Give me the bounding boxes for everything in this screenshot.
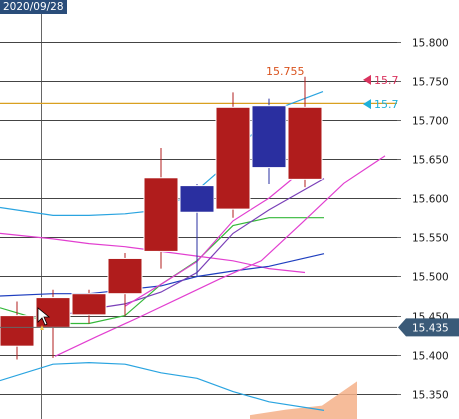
mouse-cursor-icon	[37, 307, 51, 326]
candle[interactable]	[287, 76, 323, 188]
candle[interactable]	[179, 184, 215, 277]
candle-body	[71, 293, 107, 316]
high-price-label: 15.755	[266, 65, 305, 78]
y-tick-label: 15.400	[412, 351, 449, 363]
y-tick-label: 15.600	[412, 194, 449, 206]
candle-body	[107, 257, 143, 295]
date-label: 2020/09/28	[0, 0, 67, 14]
candle[interactable]	[143, 148, 179, 269]
candle-body	[179, 185, 215, 213]
candle-body	[0, 315, 35, 347]
indicator-lines	[0, 91, 397, 411]
orange-area	[250, 381, 357, 419]
y-tick-label: 15.750	[412, 77, 449, 89]
current-price-tag	[398, 318, 459, 337]
candle[interactable]	[71, 289, 107, 324]
cyan-price-marker-arrow	[363, 99, 371, 110]
candle[interactable]	[0, 301, 35, 360]
orange-volume-area	[250, 381, 357, 419]
candle-body	[143, 177, 179, 252]
lower-band-line	[0, 361, 325, 411]
y-tick-label: 15.650	[412, 155, 449, 167]
pink-price-marker-arrow	[363, 74, 371, 85]
price-markers: 15.755 15.7 15.7 15.435	[0, 65, 459, 337]
candle[interactable]	[215, 92, 251, 218]
price-axis: 15.35015.40015.45015.50015.55015.60015.6…	[397, 0, 459, 419]
candle-body	[287, 106, 323, 180]
cyan-price-marker-text: 15.7	[374, 98, 399, 111]
y-tick-label: 15.550	[412, 233, 449, 245]
star-icon	[40, 325, 44, 330]
pink-diagonal-line-2	[124, 167, 306, 307]
y-tick-label: 15.800	[412, 38, 449, 50]
y-tick-label: 15.500	[412, 272, 449, 284]
candle-body	[251, 105, 287, 169]
candle-body	[215, 106, 251, 210]
pink-price-marker-text: 15.7	[374, 74, 399, 87]
ma-long-line	[0, 253, 325, 297]
candlesticks[interactable]	[0, 76, 323, 360]
y-tick-label: 15.350	[412, 390, 449, 402]
pink-diagonal-line	[54, 155, 386, 357]
candle[interactable]	[107, 252, 143, 316]
current-price-label: 15.435	[412, 322, 449, 334]
y-tick-label: 15.700	[412, 116, 449, 128]
price-axis-panel	[397, 0, 459, 419]
candle[interactable]	[251, 98, 287, 185]
